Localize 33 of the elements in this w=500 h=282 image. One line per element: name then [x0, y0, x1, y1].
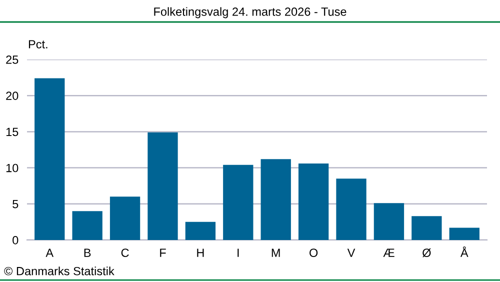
- x-tick-label: I: [238, 248, 239, 257]
- y-tick-label: 15: [6, 128, 18, 136]
- y-tick-label: 10: [6, 164, 18, 172]
- bar: [412, 216, 442, 240]
- x-tick-label: M: [272, 248, 280, 257]
- x-tick-label: F: [160, 248, 166, 257]
- bar: [148, 132, 178, 240]
- x-tick-label: B: [84, 248, 91, 257]
- x-tick-label: A: [46, 248, 54, 257]
- bar: [110, 196, 140, 240]
- bar: [336, 178, 366, 240]
- bar: [260, 159, 291, 240]
- bar: [185, 222, 216, 240]
- x-tick-label: Æ: [383, 248, 394, 257]
- bar: [34, 78, 65, 240]
- bar: [72, 211, 102, 240]
- x-tick-label: Å: [460, 246, 468, 257]
- x-tick-label: Ø: [422, 248, 431, 258]
- bar: [449, 228, 480, 240]
- text: © Danmarks Statistik: [4, 266, 114, 276]
- y-tick-label: 25: [6, 56, 18, 64]
- x-tick-label: H: [197, 248, 204, 257]
- x-tick-label: O: [310, 248, 318, 257]
- y-tick-label: 0: [12, 236, 18, 244]
- bar: [374, 203, 404, 240]
- y-tick-label: 20: [6, 92, 18, 100]
- x-tick-label: V: [347, 248, 356, 257]
- y-axis-title: Pct.: [28, 40, 48, 48]
- bar: [298, 163, 329, 240]
- bar: [223, 164, 254, 240]
- x-tick-label: C: [121, 248, 129, 257]
- chart-title: Folketingsvalg 24. marts 2026 - Tuse: [154, 7, 346, 18]
- y-tick-label: 5: [12, 200, 18, 208]
